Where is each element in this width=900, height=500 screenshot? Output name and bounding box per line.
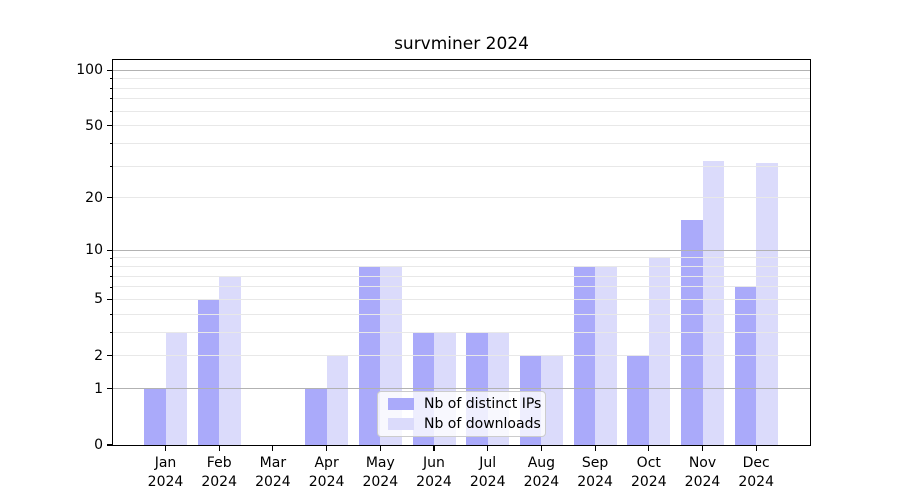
x-tick-label: Aug 2024 <box>523 455 560 490</box>
x-tick-label: Dec 2024 <box>738 455 775 490</box>
y-minor-tickmark <box>109 165 113 167</box>
x-tick-label: Mar 2024 <box>255 455 291 490</box>
y-minor-tickmark <box>109 266 113 267</box>
y-minor-tickmark <box>109 286 113 288</box>
plot-frame <box>112 59 811 446</box>
minor-gridline <box>113 125 810 127</box>
bar-downloads <box>541 355 563 445</box>
bar-downloads <box>219 276 241 445</box>
minor-gridline <box>113 275 810 277</box>
y-minor-tickmark <box>109 142 113 144</box>
y-tick-label: 0 <box>94 437 103 453</box>
x-tick-label: May 2024 <box>362 455 399 490</box>
legend-item: Nb of distinct IPs <box>388 396 541 412</box>
bar-ips <box>197 299 220 445</box>
major-gridline <box>113 69 810 71</box>
y-tickmark <box>107 444 113 446</box>
bar-ips <box>144 388 166 445</box>
x-tickmark <box>648 445 650 451</box>
x-tickmark <box>487 445 489 451</box>
x-tickmark <box>326 445 328 451</box>
x-tick-label: Nov 2024 <box>684 455 721 490</box>
y-minor-tickmark <box>109 78 113 79</box>
chart-title: survminer 2024 <box>394 34 529 54</box>
y-tickmark <box>107 388 113 390</box>
x-tick-label: Jan 2024 <box>147 455 184 490</box>
y-minor-tickmark <box>109 87 113 89</box>
minor-gridline <box>113 313 810 315</box>
y-tick-label: 1 <box>94 380 103 397</box>
major-gridline <box>113 388 810 390</box>
bar-ips <box>305 388 327 445</box>
x-tick-label: Sep 2024 <box>577 455 613 490</box>
y-minor-tickmark <box>109 98 113 100</box>
legend: Nb of distinct IPs Nb of downloads <box>377 391 546 437</box>
x-tick-label: Oct 2024 <box>630 455 667 490</box>
y-tickmark <box>107 249 113 251</box>
y-tick-label: 20 <box>85 189 103 206</box>
y-minor-tickmark <box>109 257 113 259</box>
y-tick-label: 100 <box>76 62 103 79</box>
y-minor-tickmark <box>109 299 113 300</box>
major-gridline <box>113 249 810 251</box>
x-tick-label: Feb 2024 <box>201 455 238 490</box>
y-minor-tickmark <box>109 355 113 357</box>
minor-gridline <box>113 331 810 333</box>
x-tickmark <box>701 445 704 451</box>
minor-gridline <box>113 197 810 199</box>
x-tickmark <box>540 445 542 451</box>
bar-ips <box>734 286 757 445</box>
minor-gridline <box>113 286 810 288</box>
legend-label: Nb of downloads <box>424 416 541 432</box>
x-tick-label: Apr 2024 <box>308 455 345 490</box>
bar-downloads <box>648 257 671 445</box>
y-minor-tickmark <box>109 125 113 126</box>
minor-gridline <box>113 98 810 100</box>
y-tick-label: 5 <box>94 291 103 308</box>
minor-gridline <box>113 165 810 167</box>
y-minor-tickmark <box>109 275 113 277</box>
x-tick-label: Jun 2024 <box>416 455 452 490</box>
x-tickmark <box>433 445 435 451</box>
minor-gridline <box>113 355 810 357</box>
minor-gridline <box>113 266 810 267</box>
minor-gridline <box>113 78 810 79</box>
minor-gridline <box>113 298 810 300</box>
x-tickmark <box>594 445 596 451</box>
bar-downloads <box>702 160 724 445</box>
y-tickmark <box>107 69 113 71</box>
x-tickmark <box>755 445 757 451</box>
y-minor-tickmark <box>109 313 113 315</box>
x-tickmark <box>379 445 381 451</box>
y-tick-label: 50 <box>85 117 103 134</box>
minor-gridline <box>113 87 810 89</box>
x-tickmark <box>272 445 274 451</box>
y-tick-label: 2 <box>94 347 103 364</box>
legend-item: Nb of downloads <box>388 416 541 432</box>
bar-ips <box>627 355 649 445</box>
x-tickmark <box>164 445 167 451</box>
legend-label: Nb of distinct IPs <box>424 396 542 412</box>
minor-gridline <box>113 142 810 144</box>
x-tick-label: Jul 2024 <box>469 455 506 490</box>
y-minor-tickmark <box>109 332 113 333</box>
x-tickmark <box>218 445 220 451</box>
legend-swatch <box>388 398 414 410</box>
bar-downloads <box>326 355 349 445</box>
minor-gridline <box>113 257 810 259</box>
y-minor-tickmark <box>109 197 113 199</box>
minor-gridline <box>113 110 810 112</box>
y-tick-label: 10 <box>85 242 103 259</box>
y-minor-tickmark <box>109 110 113 112</box>
bar-downloads <box>756 163 778 445</box>
legend-swatch <box>388 418 414 430</box>
